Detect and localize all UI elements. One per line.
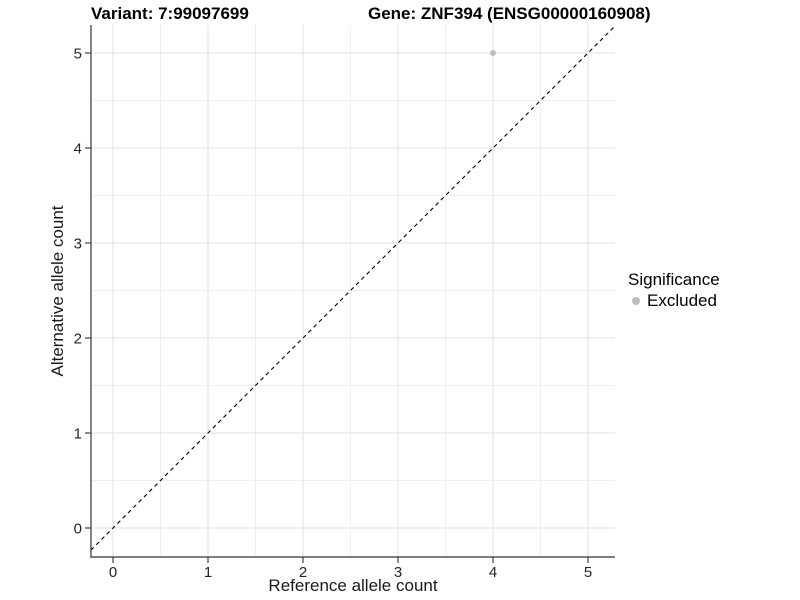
x-axis-tick-label: 1 — [204, 564, 212, 581]
y-axis-tick-label: 4 — [74, 141, 82, 158]
legend-key-dot-icon — [632, 296, 640, 305]
legend-entry-label: Excluded — [647, 291, 717, 310]
x-axis-tick-label: 2 — [299, 564, 307, 581]
y-axis-tick-label: 3 — [74, 236, 82, 253]
legend-title: Significance — [628, 270, 720, 289]
y-axis-tick-label: 0 — [74, 521, 82, 538]
y-axis-tick-label: 5 — [74, 46, 82, 63]
data-point — [490, 50, 496, 56]
y-axis-title: Alternative allele count — [48, 205, 67, 377]
y-axis-tick-label: 1 — [74, 426, 82, 443]
x-axis-tick-label: 0 — [109, 564, 117, 581]
plot-title-gene: Gene: ZNF394 (ENSG00000160908) — [368, 4, 651, 23]
y-axis-tick-label: 2 — [74, 331, 82, 348]
identity-dashed-line — [91, 25, 615, 551]
plot-title-variant: Variant: 7:99097699 — [91, 4, 249, 23]
legend: Significance Excluded — [628, 270, 720, 310]
x-axis-tick-label: 4 — [489, 564, 497, 581]
x-axis-tick-label: 3 — [394, 564, 402, 581]
x-axis-tick-label: 5 — [584, 564, 592, 581]
legend-entry-excluded: Excluded — [628, 291, 720, 310]
x-axis-title: Reference allele count — [268, 576, 438, 595]
